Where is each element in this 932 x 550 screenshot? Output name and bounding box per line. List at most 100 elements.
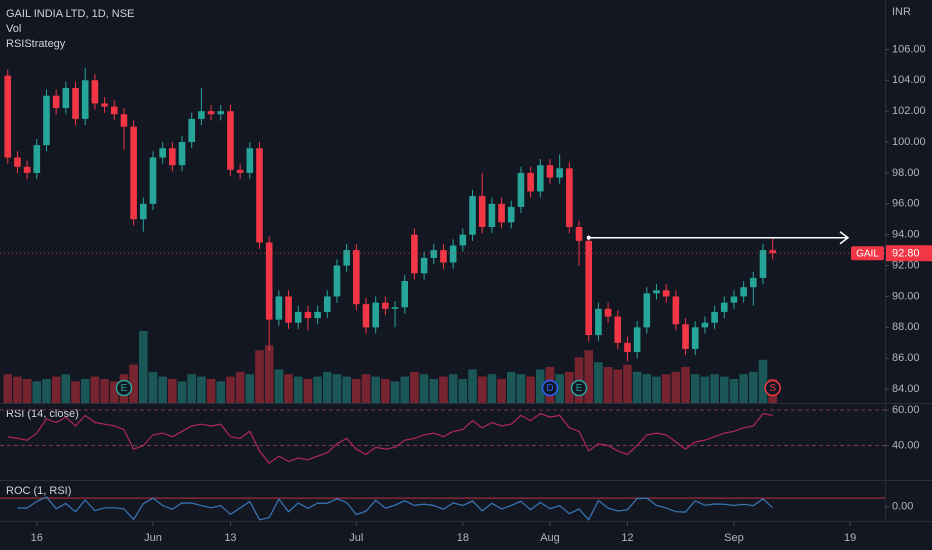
volume-bar: [284, 374, 293, 403]
y-tick-label: 98.00: [892, 167, 920, 179]
volume-bar: [51, 376, 61, 403]
candle-body: [449, 245, 457, 263]
candle-body: [72, 88, 79, 119]
volume-bar: [274, 369, 284, 403]
candle-body: [507, 206, 515, 223]
candle-body: [720, 302, 728, 312]
event-label: S: [769, 383, 776, 394]
candle-body: [314, 311, 321, 319]
candle-body: [730, 296, 738, 303]
candle-body: [411, 234, 418, 274]
event-label: E: [576, 383, 583, 394]
candle-body: [275, 296, 283, 320]
candle-body: [149, 157, 157, 204]
x-tick-label: Jul: [349, 532, 363, 544]
y-tick-label: 100.00: [892, 136, 926, 148]
candle-body: [662, 290, 670, 297]
symbol-tag: [851, 246, 884, 261]
candle-body: [653, 290, 660, 294]
candle-body: [750, 277, 757, 288]
y-tick-label: 86.00: [892, 352, 920, 364]
candle-body: [595, 308, 602, 336]
volume-bar: [419, 374, 429, 403]
volume-bar: [42, 379, 51, 403]
volume-bar: [32, 381, 42, 403]
strategy-legend: RSIStrategy: [6, 38, 66, 50]
volume-bar: [623, 364, 632, 403]
volume-bar: [235, 371, 245, 403]
volume-bar: [216, 381, 226, 403]
candle-body: [4, 75, 12, 158]
volume-bar: [710, 374, 719, 403]
price-tag: [886, 245, 932, 262]
candle-body: [691, 327, 699, 349]
candle-body: [140, 203, 147, 220]
volume-bar: [429, 379, 439, 403]
candle-body: [459, 234, 467, 246]
candle-body: [740, 287, 747, 297]
candle-body: [120, 114, 128, 127]
volume-bar: [749, 371, 758, 403]
candle-body: [624, 342, 631, 353]
volume-bar: [448, 374, 458, 403]
currency: INR: [892, 6, 911, 18]
candle-body: [207, 111, 215, 115]
candle-body: [527, 172, 534, 192]
volume-bar: [71, 381, 80, 403]
candle-body: [23, 166, 31, 173]
rsi-title: RSI (14, close): [6, 408, 79, 420]
candle-body: [362, 304, 370, 328]
event-badge: [764, 379, 781, 397]
candle-body: [323, 296, 331, 312]
volume-bar: [342, 376, 351, 403]
candle-body: [343, 250, 350, 266]
event-badge: [570, 379, 588, 397]
candle-body: [333, 265, 341, 297]
volume-bar: [313, 376, 322, 403]
volume-bar: [632, 371, 642, 403]
event-label: E: [121, 383, 128, 394]
volume-bar: [565, 371, 574, 403]
candle-body: [43, 95, 50, 146]
candle-body: [91, 80, 99, 104]
volume-bar: [129, 364, 138, 403]
candle-body: [401, 281, 409, 308]
volume-bar: [603, 367, 613, 403]
volume-bar: [322, 371, 332, 403]
volume-legend: Vol: [6, 23, 21, 35]
volume-bar: [352, 379, 361, 403]
candle-body: [469, 196, 476, 235]
volume-bar: [642, 374, 652, 403]
candle-body: [633, 327, 641, 353]
y-tick-label: 84.00: [892, 383, 920, 395]
volume-bar: [90, 376, 100, 403]
volume-bar: [187, 374, 197, 403]
volume-bar: [458, 379, 468, 403]
y-tick-label: 0.00: [892, 501, 913, 513]
indicator-line: [17, 496, 774, 521]
candle-body: [246, 148, 254, 173]
y-tick-label: 94.00: [892, 229, 920, 241]
candle-body: [101, 103, 108, 107]
volume-bar: [245, 374, 255, 403]
volume-bar: [293, 376, 303, 403]
event-badge: [541, 379, 559, 397]
volume-bar: [526, 376, 535, 403]
candle-body: [198, 111, 205, 119]
volume-bar: [758, 359, 768, 403]
candle-body: [556, 168, 563, 178]
volume-bar: [410, 371, 419, 403]
candle-body: [672, 296, 680, 325]
volume-bar: [148, 371, 158, 403]
volume-bar: [371, 376, 380, 403]
candle-body: [372, 302, 379, 328]
volume-bar: [700, 376, 710, 403]
candle-body: [236, 169, 244, 173]
x-tick-label: Jun: [144, 532, 162, 544]
candle-body: [478, 196, 486, 227]
volume-bar: [477, 376, 487, 403]
candle-body: [517, 172, 525, 207]
volume-bar: [264, 345, 274, 403]
volume-bar: [390, 381, 400, 403]
